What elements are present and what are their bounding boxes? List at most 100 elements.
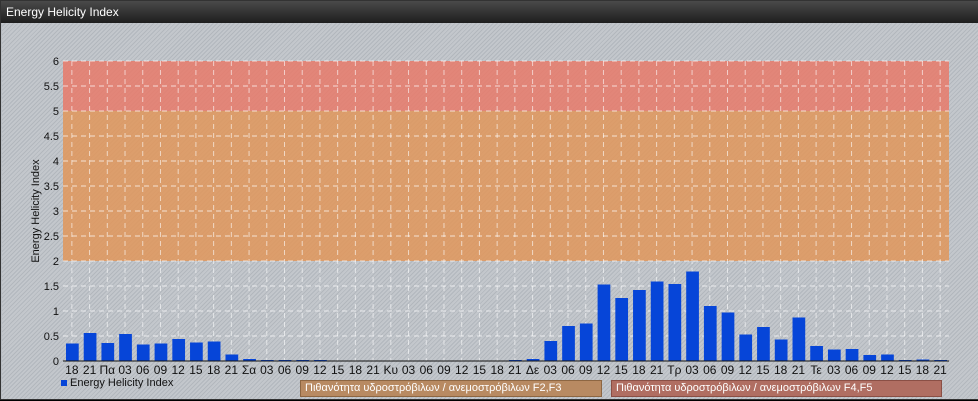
bar <box>845 349 859 361</box>
bar <box>225 354 239 361</box>
x-tick-label: Τρ <box>667 363 681 377</box>
bar <box>172 339 186 361</box>
y-tick-label: 0.5 <box>44 331 59 343</box>
bar <box>827 349 841 361</box>
x-tick-label: 09 <box>154 363 168 377</box>
bar <box>810 346 823 361</box>
window-title: Energy Helicity Index <box>1 1 978 23</box>
bar <box>792 317 806 361</box>
x-tick-label: 15 <box>756 363 770 377</box>
bar <box>916 359 930 361</box>
x-tick-label: 06 <box>561 363 575 377</box>
bar <box>544 341 558 361</box>
x-tick-label: 18 <box>774 363 788 377</box>
x-tick-label: 03 <box>260 363 274 377</box>
x-tick-label: 15 <box>473 363 487 377</box>
bar <box>881 354 894 361</box>
x-tick-label: 21 <box>83 363 97 377</box>
x-tick-label: 15 <box>331 363 345 377</box>
y-tick-label: 0 <box>53 356 59 368</box>
x-tick-label: Δε <box>526 363 540 377</box>
bar <box>739 334 753 361</box>
x-tick-label: 03 <box>685 363 699 377</box>
bar <box>686 271 699 361</box>
x-tick-label: 06 <box>136 363 150 377</box>
x-tick-label: 12 <box>880 363 894 377</box>
x-tick-label: 21 <box>933 363 947 377</box>
bar <box>154 343 168 361</box>
x-tick-label: 12 <box>455 363 469 377</box>
bar <box>757 327 770 361</box>
legend-label: Energy Helicity Index <box>70 377 174 389</box>
bar <box>597 284 611 361</box>
y-tick-label: 5.5 <box>44 81 59 93</box>
y-axis-label: Energy Helicity Index <box>30 159 42 263</box>
bar <box>66 343 79 361</box>
bar <box>633 290 646 361</box>
x-tick-label: 06 <box>278 363 292 377</box>
y-tick-label: 1 <box>53 306 59 318</box>
x-tick-label: 21 <box>366 363 380 377</box>
bar <box>703 306 717 361</box>
x-tick-label: 18 <box>632 363 646 377</box>
y-tick-label: 6 <box>53 56 59 68</box>
x-tick-label: 15 <box>898 363 912 377</box>
x-tick-label: Πα <box>99 363 115 377</box>
bar <box>526 359 540 361</box>
x-tick-label: 06 <box>420 363 434 377</box>
bar <box>668 284 682 361</box>
x-tick-label: 15 <box>615 363 629 377</box>
x-tick-label: 12 <box>172 363 186 377</box>
legend-band-f4f5: Πιθανότητα υδροστρόβιλων / ανεμοστρόβιλω… <box>611 380 942 397</box>
x-tick-label: 09 <box>437 363 451 377</box>
bar <box>579 323 593 361</box>
legend-swatch <box>61 380 67 386</box>
x-tick-label: 03 <box>402 363 416 377</box>
x-tick-label: 21 <box>792 363 806 377</box>
x-tick-label: 06 <box>703 363 717 377</box>
x-tick-label: Τε <box>810 363 822 377</box>
x-tick-label: 21 <box>225 363 239 377</box>
x-tick-label: 09 <box>296 363 310 377</box>
x-tick-label: Κυ <box>384 363 399 377</box>
x-tick-label: 03 <box>827 363 841 377</box>
x-tick-label: 18 <box>349 363 363 377</box>
x-tick-label: Σα <box>242 363 256 377</box>
y-tick-label: 4 <box>53 156 59 168</box>
x-tick-label: 18 <box>490 363 504 377</box>
x-tick-label: 09 <box>863 363 877 377</box>
x-tick-label: 18 <box>65 363 79 377</box>
x-tick-label: 09 <box>579 363 593 377</box>
bar <box>119 334 132 361</box>
x-tick-label: 18 <box>207 363 221 377</box>
x-tick-label: 12 <box>313 363 327 377</box>
bar <box>101 343 115 361</box>
x-tick-label: 03 <box>118 363 132 377</box>
bar <box>863 355 877 361</box>
x-tick-label: 12 <box>739 363 753 377</box>
x-tick-label: 06 <box>845 363 859 377</box>
x-tick-label: 15 <box>189 363 203 377</box>
y-tick-label: 4.5 <box>44 131 59 143</box>
x-tick-label: 18 <box>916 363 930 377</box>
bar <box>83 333 97 361</box>
y-tick-label: 1.5 <box>44 281 59 293</box>
y-tick-label: 3 <box>53 206 59 218</box>
x-tick-label: 12 <box>597 363 611 377</box>
x-tick-label: 09 <box>721 363 735 377</box>
bar <box>243 359 256 361</box>
bar <box>650 281 664 361</box>
bar <box>721 312 735 361</box>
x-tick-label: 21 <box>508 363 522 377</box>
y-tick-label: 2.5 <box>44 231 59 243</box>
y-tick-label: 2 <box>53 256 59 268</box>
legend-band-f2f3: Πιθανότητα υδροστρόβιλων / ανεμοστρόβιλω… <box>300 380 602 397</box>
bar <box>207 341 221 361</box>
y-tick-label: 3.5 <box>44 181 59 193</box>
bar <box>562 326 575 361</box>
x-tick-label: 21 <box>650 363 664 377</box>
bar <box>190 342 203 361</box>
bar <box>615 298 629 361</box>
